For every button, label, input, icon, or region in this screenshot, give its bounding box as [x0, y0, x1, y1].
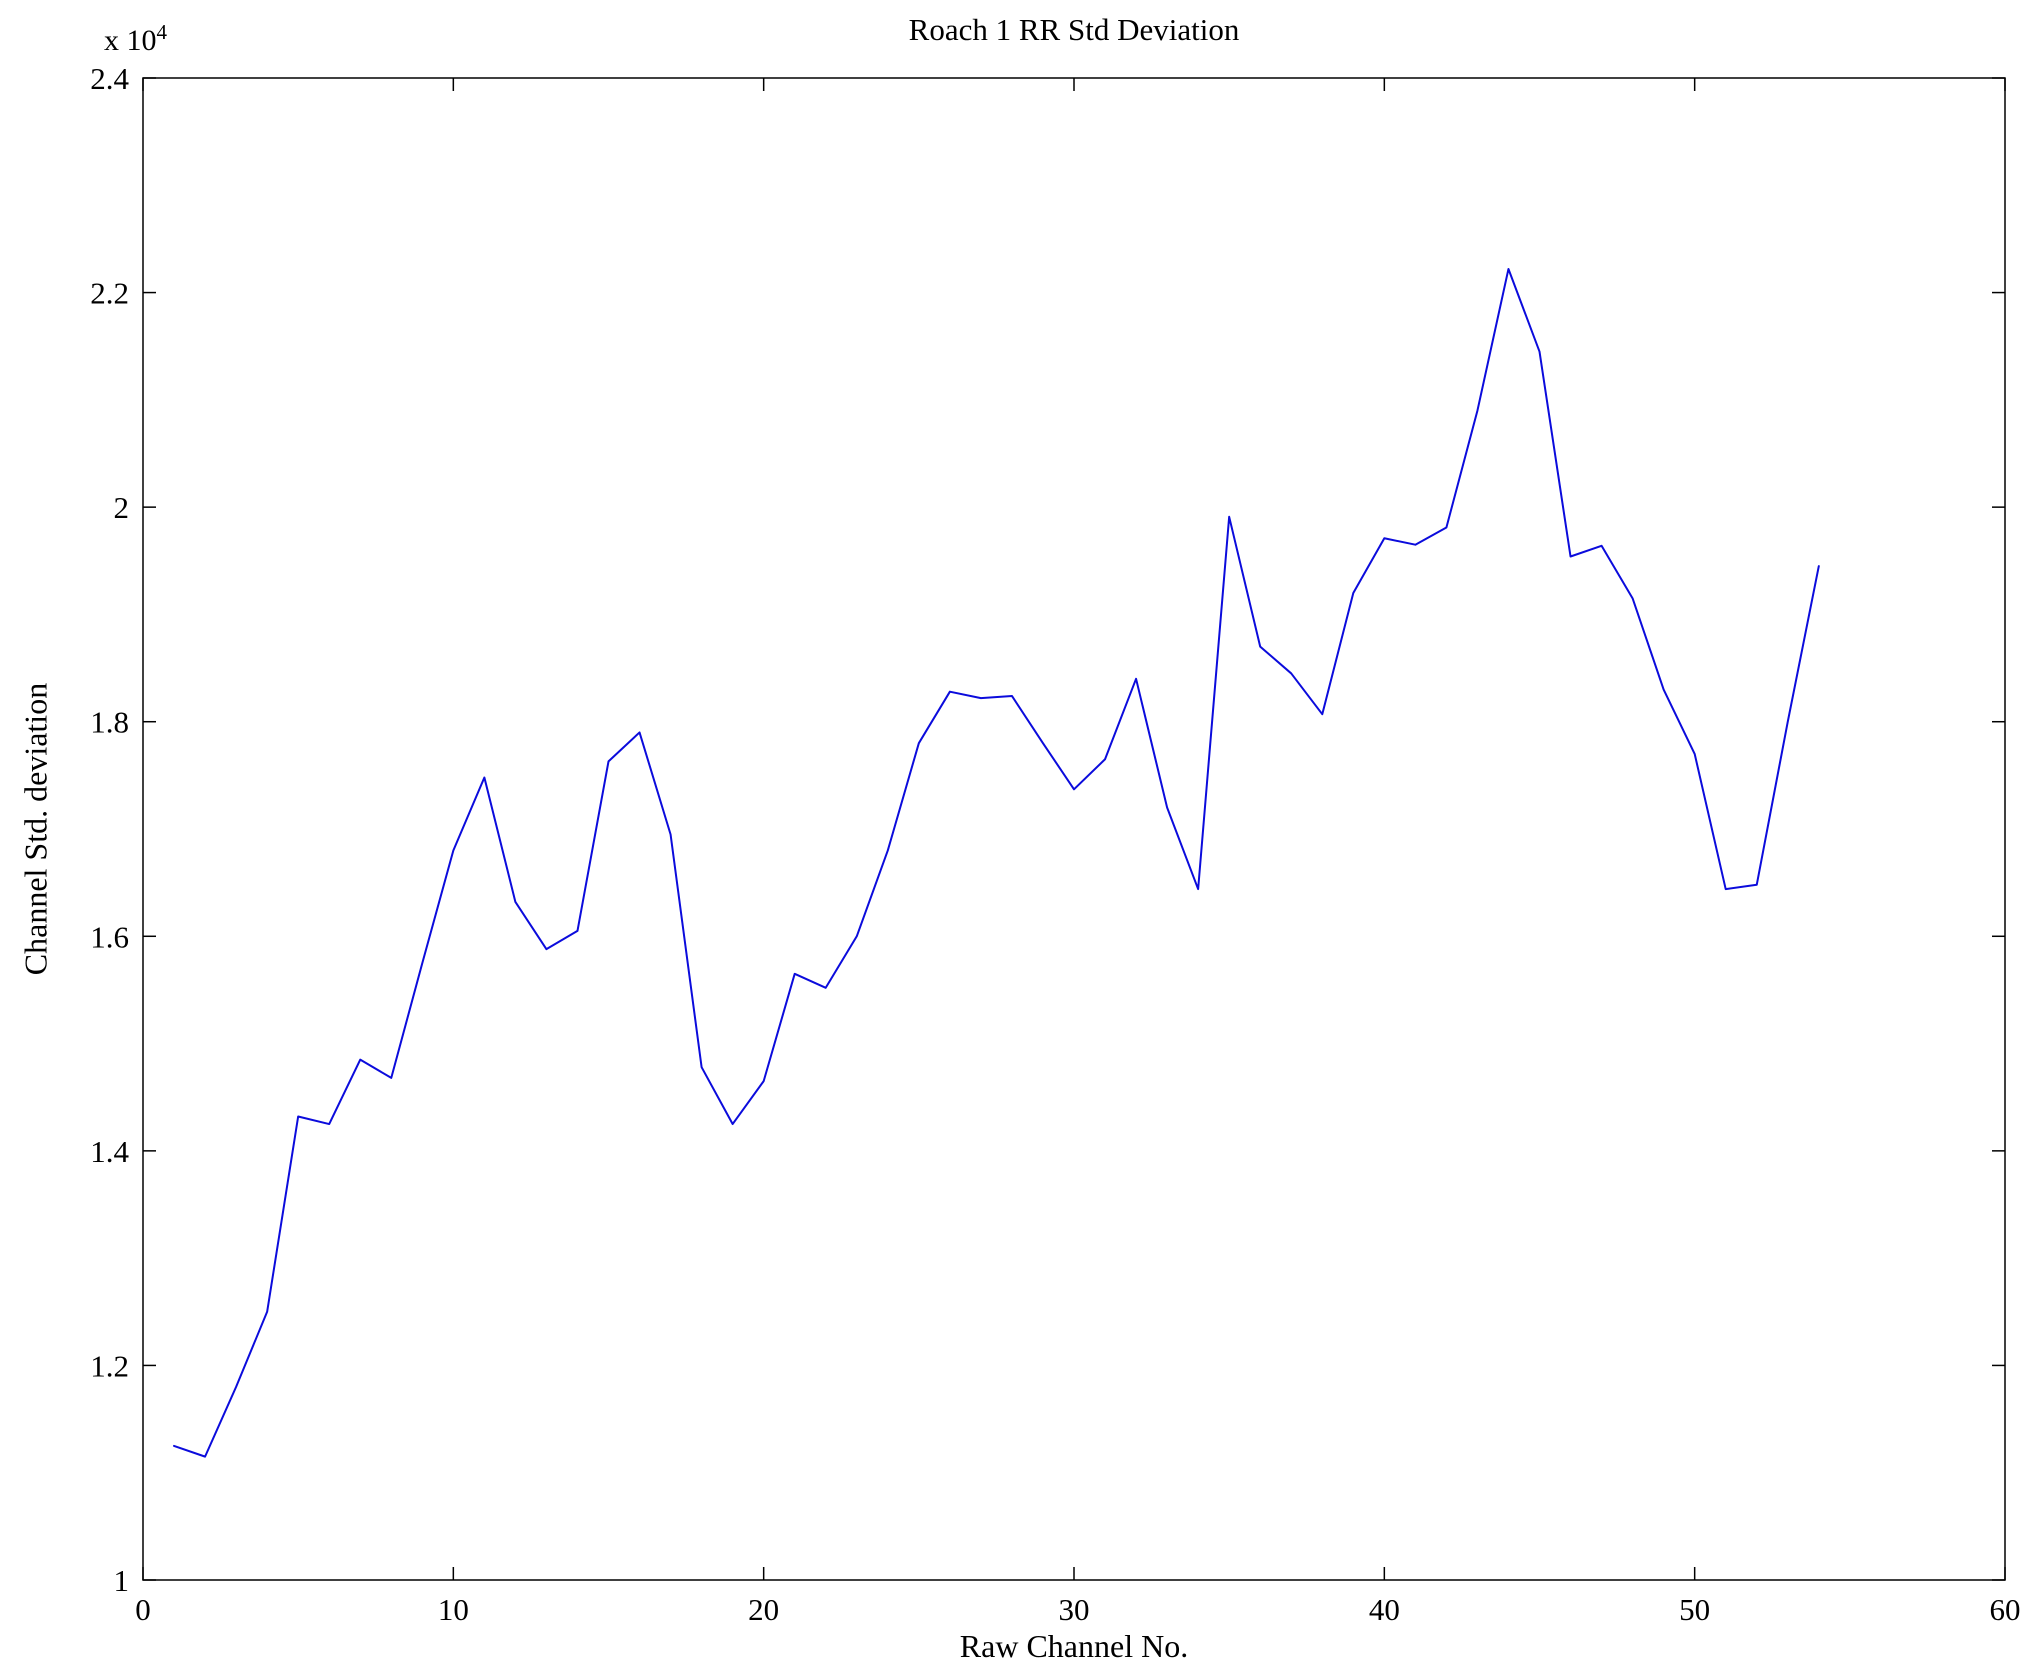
- y-tick-label: 2: [114, 490, 130, 525]
- y-axis-exponent-base: x 10: [104, 24, 157, 57]
- x-tick-label: 10: [438, 1592, 469, 1627]
- axes-box: [142, 77, 2006, 1581]
- y-tick-label: 1.6: [90, 919, 129, 954]
- y-tick-label: 2.2: [90, 276, 129, 311]
- chart-title: Roach 1 RR Std Deviation: [908, 12, 1240, 47]
- data-line: [173, 267, 1820, 1458]
- y-tick-label: 1.4: [90, 1134, 129, 1169]
- y-axis-exponent: x 104: [104, 20, 167, 58]
- x-tick-label: 30: [1059, 1592, 1090, 1627]
- x-tick-label: 50: [1679, 1592, 1710, 1627]
- x-tick-label: 20: [748, 1592, 779, 1627]
- y-tick-label: 1.2: [90, 1348, 129, 1383]
- x-tick-label: 60: [1990, 1592, 2021, 1627]
- x-tick-label: 0: [135, 1592, 151, 1627]
- x-axis-label: Raw Channel No.: [959, 1628, 1189, 1664]
- x-tick-label: 40: [1369, 1592, 1400, 1627]
- y-tick-label: 1: [114, 1563, 130, 1598]
- y-tick-label: 2.4: [90, 61, 129, 96]
- y-tick-label: 1.8: [90, 705, 129, 740]
- y-axis-exponent-power: 4: [156, 20, 168, 44]
